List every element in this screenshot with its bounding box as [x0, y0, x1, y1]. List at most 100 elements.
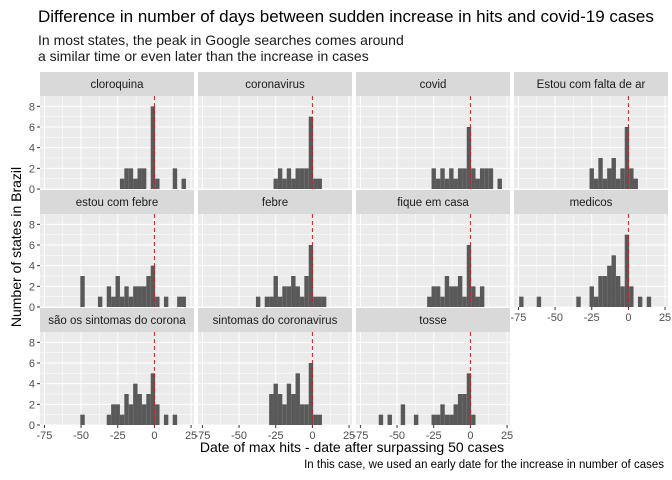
x-tick-label: -25 — [110, 430, 126, 442]
histogram-bar — [453, 404, 458, 425]
histogram-bar — [155, 296, 160, 307]
histogram-bar — [111, 296, 116, 307]
facet-label-sintomas-do-coronavirus: sintomas do coronavirus — [213, 315, 338, 327]
histogram-bar — [624, 127, 630, 189]
histogram-bar — [308, 245, 314, 307]
histogram-bar — [128, 168, 134, 189]
histogram-bar — [273, 383, 278, 425]
x-tick-label: 25 — [659, 312, 671, 324]
histogram-bar — [629, 286, 634, 307]
histogram-bar — [317, 414, 322, 425]
histogram-bar — [589, 168, 594, 189]
histogram-bar — [444, 414, 450, 425]
facet-strip-estou-com-febre — [40, 190, 194, 214]
histogram-bar — [462, 168, 467, 189]
histogram-bar — [163, 414, 169, 425]
y-tick-label: 4 — [29, 379, 35, 391]
x-tick-label: -75 — [510, 312, 526, 324]
x-tick-label: -50 — [547, 312, 563, 324]
x-tick-label: 25 — [343, 430, 355, 442]
histogram-bar — [106, 414, 112, 425]
histogram-bar — [317, 296, 322, 307]
histogram-bar — [620, 168, 625, 189]
histogram-bar — [299, 168, 305, 189]
facet-strip-febre — [198, 190, 352, 214]
histogram-bar — [466, 373, 472, 425]
facet-strip-s-o-os-sintomas-do-corona — [40, 308, 194, 332]
histogram-bar — [137, 168, 142, 189]
x-axis-label: Date of max hits - date after surpassing… — [199, 439, 505, 455]
histogram-bar — [593, 296, 599, 307]
histogram-bar — [277, 296, 283, 307]
histogram-bar — [299, 404, 305, 425]
histogram-bar — [277, 168, 283, 189]
histogram-bar — [119, 296, 125, 307]
histogram-bar — [146, 394, 151, 425]
histogram-bar — [457, 168, 463, 189]
y-tick-label: 2 — [29, 399, 35, 411]
histogram-bar — [150, 265, 156, 307]
histogram-bar — [615, 178, 621, 189]
histogram-bar — [453, 178, 458, 189]
y-tick-label: 8 — [29, 219, 35, 231]
chart-subtitle-line-2: a similar time or even later than the in… — [38, 48, 369, 64]
facet-label-medicos: medicos — [570, 197, 613, 209]
histogram-bar — [611, 255, 616, 307]
facet-strip-covid — [356, 72, 510, 96]
histogram-bar — [479, 168, 485, 189]
x-tick-label: -25 — [426, 430, 442, 442]
histogram-bar — [602, 178, 608, 189]
histogram-bar — [462, 296, 467, 307]
histogram-bar — [299, 296, 305, 307]
histogram-bar — [431, 286, 436, 307]
histogram-bar — [133, 383, 138, 425]
y-tick-label: 6 — [29, 240, 35, 252]
histogram-bar — [286, 286, 292, 307]
histogram-bar — [466, 245, 472, 307]
histogram-bar — [295, 373, 300, 425]
histogram-bar — [471, 286, 476, 307]
histogram-bar — [291, 394, 296, 425]
facet-label-fique-em-casa: fique em casa — [397, 197, 469, 209]
facet-strip-sintomas-do-coronavirus — [198, 308, 352, 332]
x-tick-label: -25 — [584, 312, 600, 324]
y-tick-label: 2 — [29, 163, 35, 175]
histogram-bar — [181, 296, 186, 307]
histogram-bar — [440, 296, 445, 307]
histogram-bar — [155, 178, 160, 189]
histogram-bar — [598, 276, 603, 307]
facet-label-s-o-os-sintomas-do-corona: são os sintomas do corona — [48, 315, 186, 327]
histogram-bar — [282, 286, 287, 307]
histogram-bar — [128, 404, 134, 425]
histogram-bar — [536, 296, 542, 307]
facet-strip-fique-em-casa — [356, 190, 510, 214]
histogram-bar — [137, 394, 142, 425]
histogram-bar — [141, 286, 147, 307]
histogram-bar — [141, 404, 147, 425]
chart-title: Difference in number of days between sud… — [38, 7, 654, 26]
histogram-bar — [471, 414, 476, 425]
histogram-bar — [295, 286, 300, 307]
histogram-bar — [313, 414, 318, 425]
y-tick-label: 2 — [29, 281, 35, 293]
histogram-bar — [111, 404, 116, 425]
histogram-bar — [181, 178, 186, 189]
facet-label-estou-com-febre: estou com febre — [76, 197, 158, 209]
histogram-bar — [115, 404, 120, 425]
histogram-bar — [146, 276, 151, 307]
chart-caption: In this case, we used an early date for … — [304, 459, 664, 471]
x-tick-label: -75 — [352, 430, 368, 442]
histogram-bar — [155, 404, 160, 425]
histogram-bar — [431, 414, 436, 425]
x-tick-label: -50 — [73, 430, 89, 442]
histogram-bar — [462, 394, 467, 425]
histogram-bar — [304, 404, 309, 425]
histogram-bar — [400, 404, 406, 425]
histogram-bar — [637, 296, 643, 307]
y-tick-label: 6 — [29, 358, 35, 370]
y-tick-label: 0 — [29, 184, 35, 196]
y-axis-label: Number of states in Brazil — [8, 166, 24, 328]
histogram-bar — [519, 296, 524, 307]
facet-strip-tosse — [356, 308, 510, 332]
histogram-bar — [128, 296, 134, 307]
